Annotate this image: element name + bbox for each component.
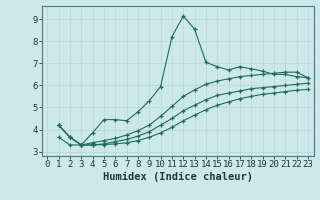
X-axis label: Humidex (Indice chaleur): Humidex (Indice chaleur) bbox=[103, 172, 252, 182]
